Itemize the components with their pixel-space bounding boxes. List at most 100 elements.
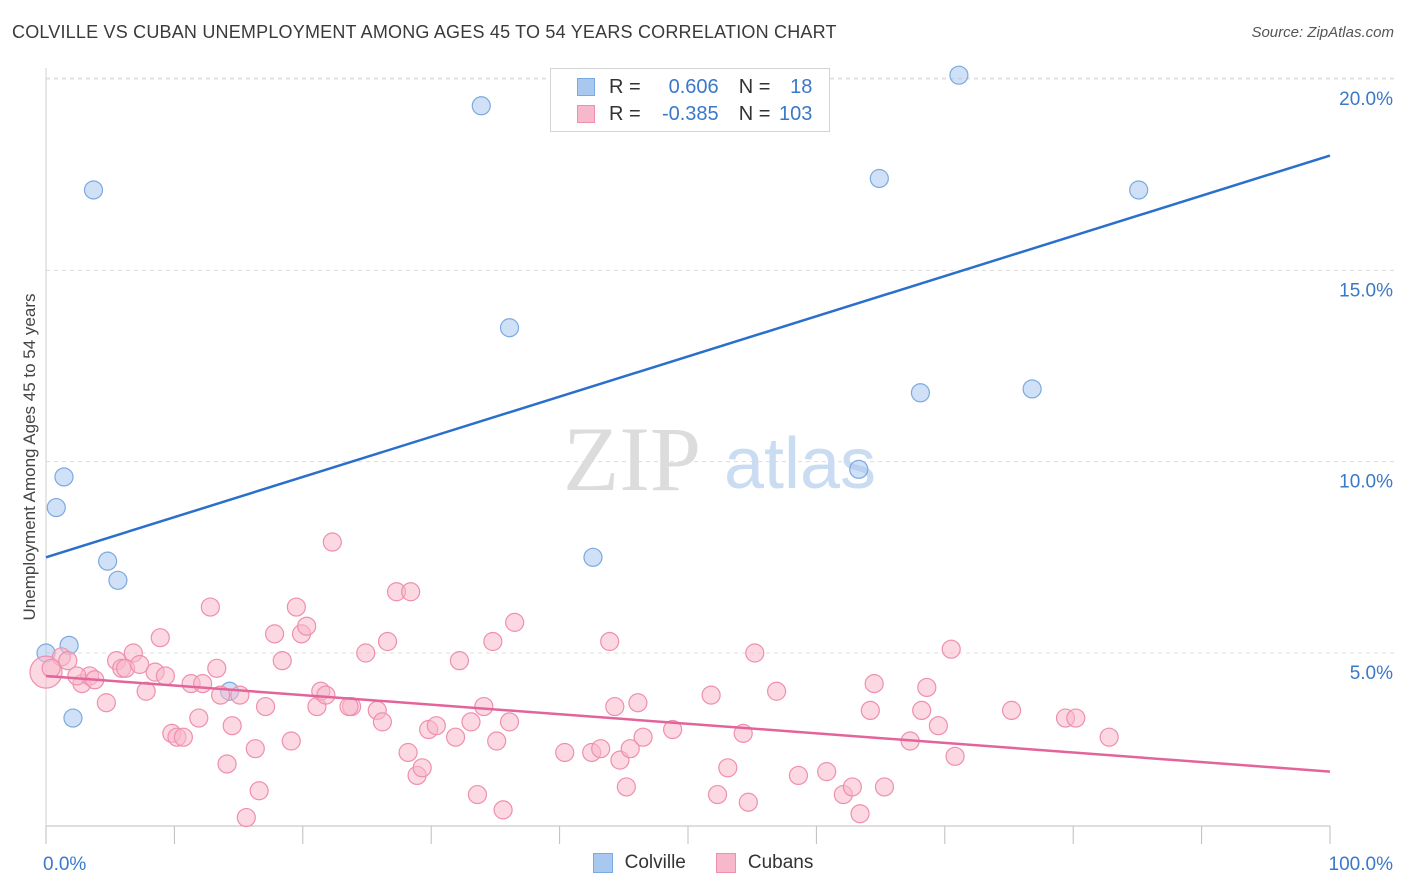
axes	[45, 68, 1331, 844]
point-cubans	[766, 681, 787, 701]
point-cubans	[449, 651, 470, 671]
point-colville	[949, 65, 969, 85]
point-cubans	[297, 616, 317, 636]
data-points	[29, 65, 1149, 828]
point-cubans	[426, 716, 446, 736]
series-label-cubans: Cubans	[747, 852, 814, 873]
point-cubans	[339, 696, 359, 717]
point-cubans	[155, 666, 176, 686]
point-colville	[46, 497, 66, 518]
gridlines	[46, 77, 1395, 654]
trend-lines	[45, 154, 1331, 773]
point-cubans	[860, 700, 880, 721]
n-label: N =	[738, 75, 771, 98]
point-cubans	[372, 712, 393, 732]
point-cubans	[817, 762, 837, 782]
point-cubans	[928, 716, 948, 736]
point-cubans	[707, 784, 728, 805]
point-cubans	[555, 742, 575, 763]
point-cubans	[211, 685, 231, 705]
point-cubans	[286, 597, 306, 617]
point-cubans	[67, 666, 87, 686]
point-cubans	[917, 677, 937, 698]
point-cubans	[150, 628, 170, 648]
point-colville	[54, 467, 74, 487]
point-colville	[849, 459, 869, 479]
point-cubans	[628, 693, 648, 713]
point-cubans	[41, 658, 61, 678]
point-cubans	[850, 804, 870, 824]
point-colville	[63, 708, 83, 728]
point-cubans	[701, 685, 721, 705]
point-colville	[583, 547, 603, 567]
point-cubans	[245, 739, 265, 759]
point-cubans	[499, 712, 520, 732]
r-value: 0.606	[668, 75, 719, 98]
point-cubans	[130, 654, 150, 675]
point-cubans	[620, 739, 640, 759]
point-cubans	[173, 727, 193, 747]
point-cubans	[322, 532, 342, 552]
r-value: -0.385	[661, 102, 719, 125]
series-swatch-colville	[592, 853, 613, 873]
point-cubans	[236, 807, 256, 828]
legend-swatch-cubans	[577, 105, 595, 123]
series-legend: Colville Cubans	[0, 852, 1406, 874]
point-cubans	[945, 746, 965, 766]
point-cubans	[401, 582, 421, 602]
n-value: 18	[790, 75, 813, 98]
x-tick-label: 100.0%	[1329, 854, 1394, 875]
n-label: N =	[738, 102, 771, 125]
point-cubans	[616, 777, 636, 797]
point-cubans	[842, 777, 862, 797]
point-cubans	[483, 631, 503, 652]
point-cubans	[412, 758, 432, 778]
point-colville	[1022, 379, 1042, 399]
point-cubans	[217, 754, 237, 774]
point-cubans	[58, 651, 78, 671]
series-swatch-cubans	[715, 853, 736, 873]
tick-labels: 5.0% 10.0% 15.0% 20.0% 0.0% 100.0%	[43, 89, 1393, 875]
point-cubans	[272, 651, 292, 671]
watermark-zip: ZIP	[563, 408, 701, 510]
point-cubans	[398, 742, 418, 763]
point-cubans	[738, 792, 758, 812]
y-tick-label: 5.0%	[1350, 663, 1393, 684]
legend-row-colville: R = 0.606 N = 18	[577, 75, 812, 99]
n-value: 103	[779, 102, 813, 125]
point-cubans	[255, 696, 276, 717]
trend-line-cubans	[45, 674, 1331, 773]
watermark-atlas: atlas	[724, 424, 876, 504]
point-cubans	[281, 731, 301, 751]
point-cubans	[1001, 700, 1022, 721]
point-cubans	[249, 781, 269, 801]
correlation-legend: R = 0.606 N = 18 R = -0.385 N = 103	[550, 68, 830, 132]
point-cubans	[264, 624, 285, 644]
point-cubans	[189, 708, 209, 728]
point-cubans	[487, 731, 507, 751]
series-label-colville: Colville	[624, 852, 686, 873]
point-colville	[1129, 180, 1149, 200]
point-cubans	[1099, 727, 1119, 747]
point-colville	[471, 96, 491, 116]
source-credit: Source: ZipAtlas.com	[1251, 24, 1394, 41]
point-cubans	[474, 696, 494, 717]
point-cubans	[193, 674, 213, 694]
y-tick-label: 20.0%	[1339, 89, 1393, 110]
point-cubans	[200, 597, 220, 617]
point-colville	[869, 168, 889, 189]
point-cubans	[445, 727, 466, 747]
point-cubans	[788, 765, 809, 786]
trend-line-colville	[45, 154, 1331, 559]
point-cubans	[605, 696, 625, 717]
point-cubans	[600, 631, 620, 652]
r-label: R =	[609, 75, 641, 98]
point-colville	[83, 180, 104, 200]
series-legend-colville: Colville	[592, 852, 686, 874]
point-cubans	[461, 712, 481, 732]
point-cubans	[718, 758, 738, 778]
point-colville	[910, 383, 931, 403]
point-colville	[98, 551, 118, 571]
point-cubans	[633, 727, 653, 747]
